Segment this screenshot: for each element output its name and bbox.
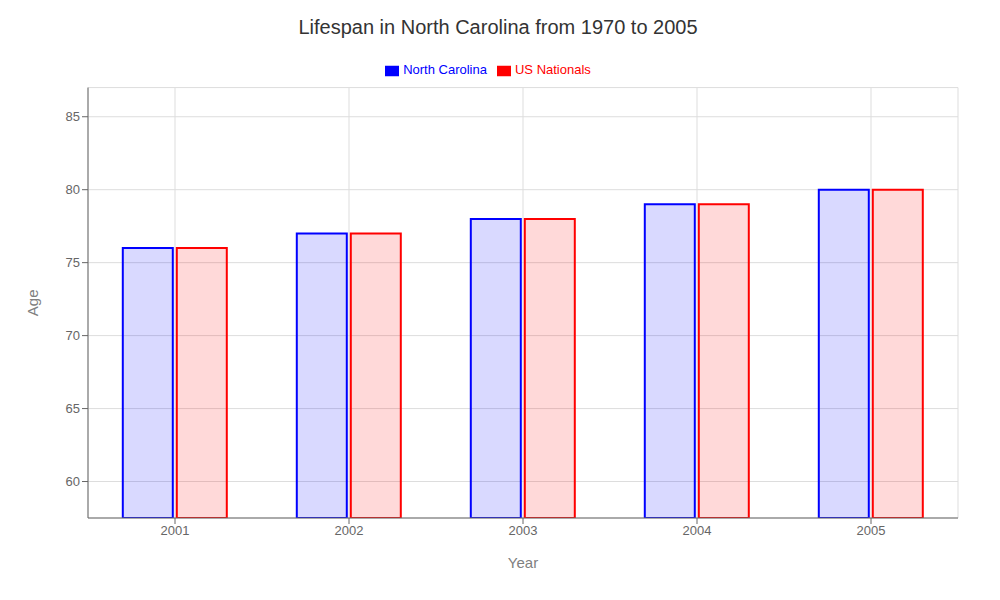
svg-text:80: 80 bbox=[66, 182, 80, 197]
html-text:North Carolina: North Carolina bbox=[403, 62, 487, 77]
html-text:US Nationals: US Nationals bbox=[515, 62, 591, 77]
svg-text:60: 60 bbox=[66, 474, 80, 489]
svg-text:2005: 2005 bbox=[857, 523, 886, 538]
svg-text:2003: 2003 bbox=[509, 523, 538, 538]
svg-text:2002: 2002 bbox=[335, 523, 364, 538]
svg-text:Age: Age bbox=[24, 289, 41, 316]
svg-text:70: 70 bbox=[66, 328, 80, 343]
svg-text:2004: 2004 bbox=[683, 523, 712, 538]
svg-text:85: 85 bbox=[66, 109, 80, 124]
svg-text:2001: 2001 bbox=[161, 523, 190, 538]
html-text:Lifespan in North Carolina fro: Lifespan in North Carolina from 1970 to … bbox=[298, 16, 698, 38]
svg-text:Year: Year bbox=[508, 554, 538, 571]
svg-text:65: 65 bbox=[66, 401, 80, 416]
svg-text:75: 75 bbox=[66, 255, 80, 270]
